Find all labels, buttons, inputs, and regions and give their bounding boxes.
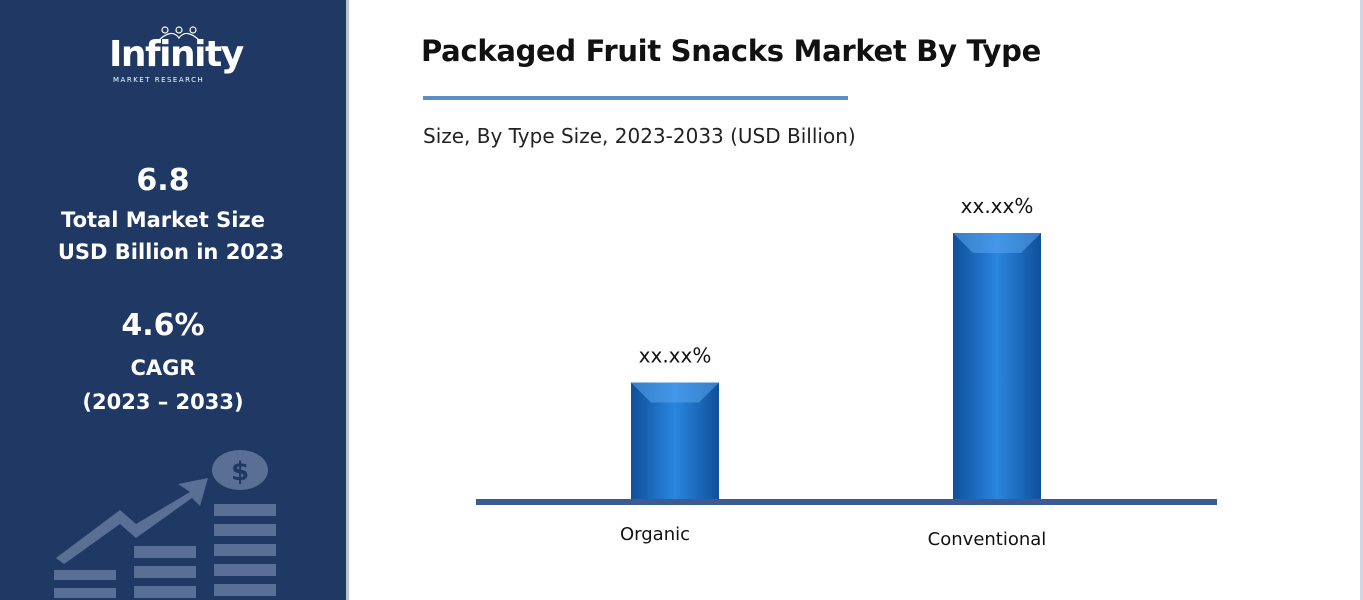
bar-data-label: xx.xx%	[961, 194, 1034, 218]
x-axis-line	[476, 499, 1217, 505]
category-label-conventional: Conventional	[928, 529, 1047, 550]
logo-people-icon	[158, 26, 200, 41]
market-size-label-line1: Total Market Size	[61, 208, 265, 232]
bar-bevel	[631, 382, 719, 403]
growth-chart-dollar-icon: $	[54, 450, 276, 598]
logo-wordmark: Infinity	[109, 34, 244, 75]
bar-conventional: xx.xx%	[953, 194, 1041, 500]
sidebar-divider	[346, 0, 349, 600]
market-size-label-line2: USD Billion in 2023	[57, 240, 285, 264]
category-label-organic: Organic	[620, 524, 690, 545]
cagr-period: (2023 – 2033)	[82, 390, 244, 414]
svg-text:$: $	[231, 457, 249, 487]
cagr-value: 4.6%	[121, 308, 205, 343]
title-underline	[423, 96, 848, 100]
chart-subtitle: Size, By Type Size, 2023-2033 (USD Billi…	[423, 124, 856, 148]
cagr-label: CAGR	[130, 356, 196, 380]
bar-data-label: xx.xx%	[639, 344, 712, 368]
bar-organic: xx.xx%	[631, 344, 719, 500]
page-edge	[1360, 0, 1363, 600]
logo-tagline: MARKET RESEARCH	[113, 76, 205, 84]
bar-bevel	[953, 233, 1041, 253]
market-size-value: 6.8	[136, 163, 190, 198]
summary-sidebar: Infinity MARKET RESEARCH 6.8 Total Marke…	[0, 0, 346, 600]
brand-logo: Infinity MARKET RESEARCH	[95, 24, 255, 90]
chart-title: Packaged Fruit Snacks Market By Type	[421, 34, 1041, 68]
bar-rect	[953, 233, 1041, 500]
